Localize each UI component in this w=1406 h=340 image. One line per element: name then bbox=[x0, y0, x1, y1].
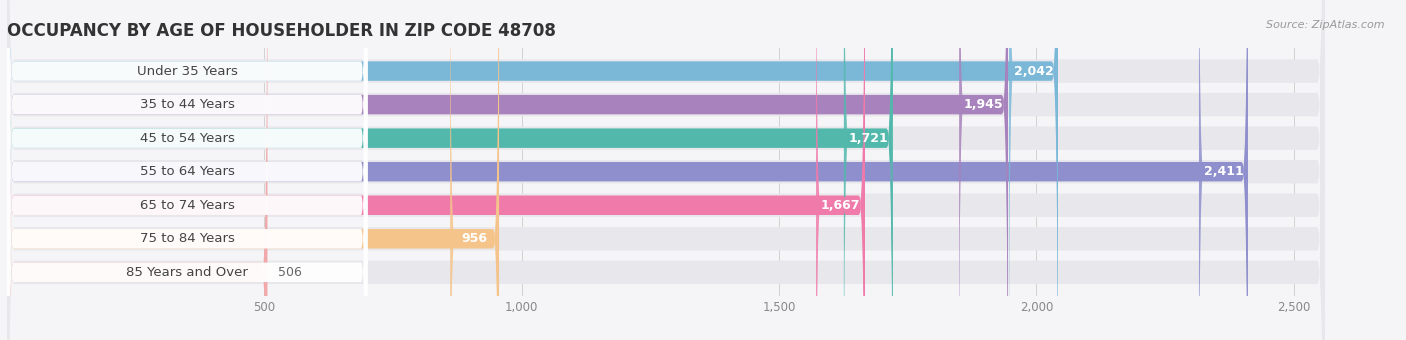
FancyBboxPatch shape bbox=[7, 0, 1008, 340]
FancyBboxPatch shape bbox=[7, 0, 1324, 340]
FancyBboxPatch shape bbox=[7, 0, 893, 340]
FancyBboxPatch shape bbox=[7, 0, 367, 340]
FancyBboxPatch shape bbox=[7, 0, 1324, 340]
FancyBboxPatch shape bbox=[7, 0, 865, 340]
FancyBboxPatch shape bbox=[7, 0, 367, 340]
FancyBboxPatch shape bbox=[7, 0, 367, 340]
Text: 35 to 44 Years: 35 to 44 Years bbox=[139, 98, 235, 111]
Text: 2,411: 2,411 bbox=[1204, 165, 1243, 178]
Text: OCCUPANCY BY AGE OF HOUSEHOLDER IN ZIP CODE 48708: OCCUPANCY BY AGE OF HOUSEHOLDER IN ZIP C… bbox=[7, 22, 555, 40]
FancyBboxPatch shape bbox=[7, 0, 1324, 340]
Text: 55 to 64 Years: 55 to 64 Years bbox=[139, 165, 235, 178]
Text: 956: 956 bbox=[461, 232, 488, 245]
FancyBboxPatch shape bbox=[1010, 0, 1057, 340]
FancyBboxPatch shape bbox=[7, 0, 1249, 340]
FancyBboxPatch shape bbox=[815, 0, 865, 340]
Text: Under 35 Years: Under 35 Years bbox=[136, 65, 238, 78]
FancyBboxPatch shape bbox=[7, 0, 1324, 340]
FancyBboxPatch shape bbox=[7, 0, 499, 340]
Text: Source: ZipAtlas.com: Source: ZipAtlas.com bbox=[1267, 20, 1385, 30]
Text: 85 Years and Over: 85 Years and Over bbox=[127, 266, 247, 279]
Text: 65 to 74 Years: 65 to 74 Years bbox=[139, 199, 235, 212]
Text: 1,945: 1,945 bbox=[963, 98, 1004, 111]
Text: 1,721: 1,721 bbox=[848, 132, 889, 144]
FancyBboxPatch shape bbox=[7, 0, 1057, 340]
Text: 1,667: 1,667 bbox=[821, 199, 860, 212]
FancyBboxPatch shape bbox=[7, 0, 267, 340]
Text: 2,042: 2,042 bbox=[1014, 65, 1053, 78]
FancyBboxPatch shape bbox=[844, 0, 893, 340]
FancyBboxPatch shape bbox=[7, 0, 1324, 340]
FancyBboxPatch shape bbox=[7, 0, 367, 340]
FancyBboxPatch shape bbox=[7, 0, 1324, 340]
FancyBboxPatch shape bbox=[450, 0, 499, 340]
Text: 75 to 84 Years: 75 to 84 Years bbox=[139, 232, 235, 245]
Text: 506: 506 bbox=[278, 266, 302, 279]
FancyBboxPatch shape bbox=[7, 0, 367, 340]
Text: 45 to 54 Years: 45 to 54 Years bbox=[139, 132, 235, 144]
FancyBboxPatch shape bbox=[1199, 0, 1249, 340]
FancyBboxPatch shape bbox=[7, 0, 1324, 340]
FancyBboxPatch shape bbox=[7, 0, 367, 340]
FancyBboxPatch shape bbox=[959, 0, 1008, 340]
FancyBboxPatch shape bbox=[7, 0, 367, 340]
